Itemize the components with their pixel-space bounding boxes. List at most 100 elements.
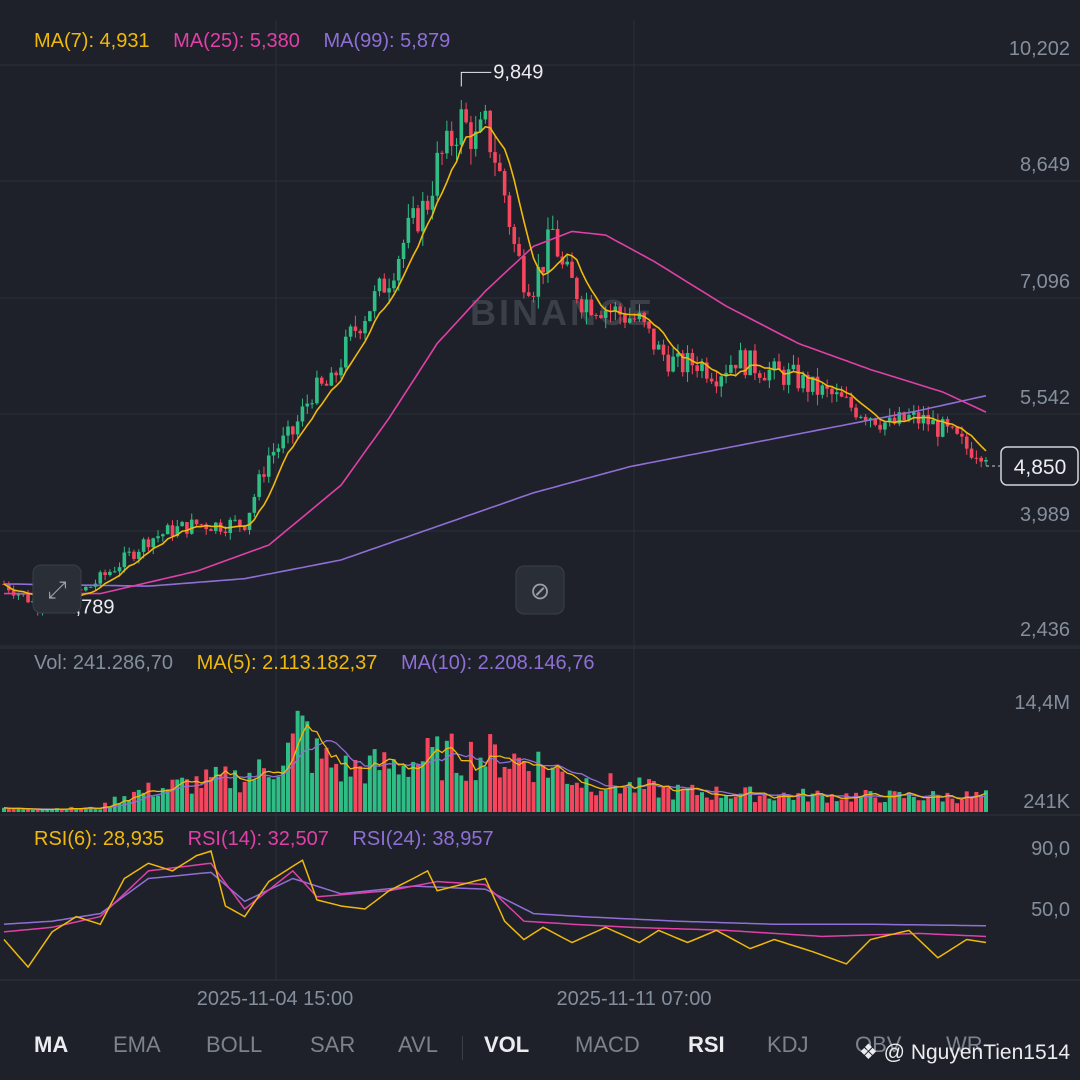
candle-body: [16, 594, 21, 596]
candle-body: [801, 374, 805, 389]
volume-bar: [858, 796, 863, 812]
volume-bar: [175, 779, 180, 812]
candle-body: [531, 295, 536, 297]
vol-ma5-line: [3, 723, 987, 811]
candle-body: [936, 419, 940, 437]
volume-bar: [257, 759, 262, 812]
candle-body: [425, 200, 430, 210]
candle-body: [165, 525, 170, 535]
volume-bar: [286, 742, 291, 812]
vol-ma10-label: MA(10): 2.208.146,76: [401, 652, 595, 674]
tab-ema[interactable]: EMA: [113, 1032, 161, 1057]
volume-bar: [406, 776, 411, 812]
tab-boll[interactable]: BOLL: [206, 1032, 263, 1057]
candle-body: [623, 314, 627, 323]
volume-bar: [160, 788, 165, 812]
tab-sar[interactable]: SAR: [310, 1032, 356, 1057]
username-label: @ NguyenTien1514: [883, 1041, 1070, 1064]
volume-bar: [180, 777, 185, 812]
volume-bar: [26, 809, 31, 812]
tab-vol[interactable]: VOL: [484, 1032, 530, 1057]
binance-watermark: BINANCE: [470, 292, 655, 333]
tab-wr[interactable]: WR: [946, 1032, 983, 1057]
hide-button[interactable]: ⊘: [515, 565, 565, 615]
volume-bar: [425, 738, 430, 812]
candlestick-chart[interactable]: BINANCE9,8492,78910,2028,6497,0965,5423,…: [0, 0, 1080, 1018]
volume-bar: [695, 795, 700, 812]
candle-body: [940, 419, 945, 437]
volume-bar: [98, 809, 103, 812]
volume-bar: [401, 765, 406, 812]
candle-body: [440, 152, 444, 154]
volume-bar: [550, 767, 555, 812]
candle-body: [358, 330, 363, 334]
current-price-box[interactable]: [1000, 446, 1079, 486]
volume-bar: [107, 806, 112, 812]
candle-body: [680, 353, 685, 373]
volume-bar: [526, 771, 531, 812]
candle-body: [286, 426, 290, 436]
candle-body: [199, 524, 204, 526]
volume-bar: [786, 794, 791, 812]
candle-body: [512, 226, 517, 244]
volume-bar: [570, 784, 575, 812]
candle-body: [300, 406, 305, 422]
candle-body: [502, 171, 507, 196]
volume-bar: [685, 788, 690, 812]
volume-bar: [93, 809, 98, 812]
volume-bar: [921, 800, 926, 812]
candle-body: [676, 353, 680, 357]
hide-button-bg: [515, 565, 565, 615]
volume-bar: [237, 792, 242, 812]
volume-bar: [767, 798, 772, 812]
tab-rsi[interactable]: RSI: [688, 1032, 725, 1057]
candle-body: [175, 526, 180, 537]
tab-macd[interactable]: MACD: [575, 1032, 640, 1057]
candle-body: [724, 372, 728, 377]
volume-bar: [622, 787, 627, 812]
volume-bar: [868, 791, 873, 812]
volume-bar: [74, 808, 79, 812]
candle-body: [575, 277, 579, 300]
volume-bar: [30, 809, 35, 812]
volume-bar: [906, 792, 911, 812]
volume-bar: [411, 761, 416, 812]
candle-body: [825, 385, 829, 389]
tab-ma[interactable]: MA: [34, 1032, 69, 1057]
volume-bar: [199, 787, 204, 812]
volume-bar: [233, 770, 238, 812]
volume-bar: [574, 782, 579, 812]
candle-body: [204, 524, 208, 530]
candle-body: [700, 362, 704, 372]
candle-body: [599, 315, 603, 318]
tab-avl[interactable]: AVL: [398, 1032, 438, 1057]
volume-bar: [367, 755, 372, 812]
candle-body: [733, 364, 738, 369]
candle-body: [603, 310, 608, 318]
tab-obv[interactable]: OBV: [855, 1032, 902, 1057]
volume-bar: [805, 801, 810, 812]
volume-bar: [613, 786, 618, 812]
volume-bar: [772, 800, 777, 812]
candle-body: [690, 352, 695, 366]
tab-kdj[interactable]: KDJ: [767, 1032, 809, 1057]
candle-body: [483, 110, 488, 120]
volume-axis-label: 14,4M: [1014, 692, 1070, 714]
volume-bar: [261, 768, 266, 812]
volume-bar: [777, 795, 782, 812]
volume-bar: [40, 809, 45, 812]
volume-bar: [724, 795, 729, 812]
volume-bar: [950, 798, 955, 812]
volume-bar: [608, 773, 613, 812]
indicator-tab-bar: MA EMA BOLL SAR AVL VOL MACD RSI KDJ OBV…: [0, 1018, 1080, 1080]
candle-body: [238, 519, 242, 526]
volume-bar: [391, 759, 396, 812]
candle-body: [449, 130, 454, 146]
expand-button[interactable]: ⤢: [32, 564, 82, 614]
volume-bar: [16, 808, 21, 812]
candle-body: [218, 522, 223, 532]
volume-bar: [598, 790, 603, 812]
candle-body: [151, 538, 156, 548]
candle-body: [185, 522, 189, 534]
